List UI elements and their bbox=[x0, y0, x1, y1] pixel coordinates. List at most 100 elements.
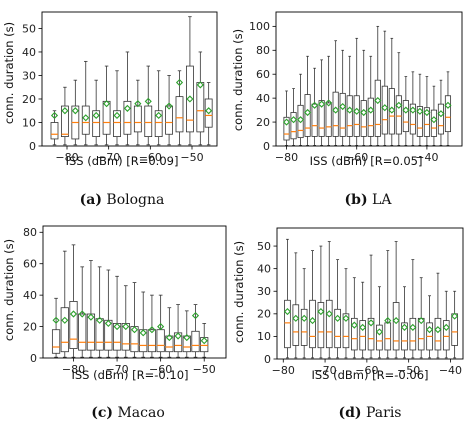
box-body bbox=[376, 324, 383, 351]
box-1 bbox=[283, 238, 292, 359]
box-12 bbox=[375, 286, 383, 359]
box-3 bbox=[69, 244, 78, 358]
mean-marker bbox=[416, 107, 424, 115]
box-body bbox=[297, 104, 304, 139]
box-body bbox=[165, 105, 173, 135]
x-tick-label: −80 bbox=[62, 363, 85, 376]
box-body bbox=[283, 116, 290, 141]
y-tick-label: 40 bbox=[22, 46, 36, 59]
box-body bbox=[367, 317, 375, 351]
mean-marker bbox=[186, 95, 194, 103]
mean-marker bbox=[442, 323, 450, 331]
box-body bbox=[401, 322, 408, 351]
box-4 bbox=[78, 266, 87, 358]
box-5 bbox=[317, 245, 325, 359]
y-tick-label: 20 bbox=[23, 320, 37, 333]
box-body bbox=[60, 307, 69, 353]
mean-marker bbox=[359, 323, 367, 331]
y-tick-label: 20 bbox=[22, 93, 36, 106]
y-tick-label: 20 bbox=[256, 116, 270, 129]
box-body bbox=[175, 96, 184, 133]
panel-bologna: 0 10 20 30 40 50 −80 −70 −60 −50 conn. duration (s… bbox=[2, 11, 218, 208]
box-5 bbox=[92, 79, 101, 146]
box-11 bbox=[154, 70, 163, 146]
box-body bbox=[292, 304, 300, 346]
box-body bbox=[384, 322, 392, 351]
box-12 bbox=[165, 75, 173, 146]
mean-marker bbox=[334, 314, 342, 322]
box-18 bbox=[402, 76, 410, 146]
mean-marker bbox=[296, 116, 305, 124]
mean-marker bbox=[92, 111, 100, 120]
box-body bbox=[284, 299, 291, 349]
x-tick-label: −40 bbox=[415, 151, 438, 164]
box-5 bbox=[311, 67, 319, 146]
x-axis-label: ISS (dBm) [R=0.05] bbox=[310, 154, 423, 168]
box-body bbox=[437, 103, 444, 135]
box-15 bbox=[196, 51, 205, 146]
box-6 bbox=[325, 241, 333, 359]
box-11 bbox=[139, 291, 148, 358]
box-body bbox=[51, 329, 61, 354]
y-tick-label: 0 bbox=[264, 353, 271, 366]
mean-marker bbox=[183, 333, 191, 342]
axes-frame bbox=[275, 11, 463, 147]
caption-text: Paris bbox=[362, 405, 402, 421]
y-tick-label: 20 bbox=[257, 308, 271, 321]
box-18 bbox=[425, 295, 434, 359]
box-10 bbox=[144, 65, 153, 146]
mean-marker bbox=[300, 314, 308, 322]
y-tick-label: 0 bbox=[30, 352, 37, 365]
box-body bbox=[346, 95, 353, 137]
box-12 bbox=[147, 294, 157, 358]
box-6 bbox=[102, 65, 111, 146]
caption-text: LA bbox=[368, 192, 393, 208]
box-14 bbox=[165, 307, 174, 358]
mean-marker bbox=[417, 317, 425, 325]
box-23 bbox=[437, 79, 445, 146]
mean-marker bbox=[342, 314, 350, 322]
y-tick-label: 0 bbox=[29, 140, 36, 153]
mean-marker bbox=[434, 326, 442, 334]
caption-tag: (a) bbox=[80, 192, 102, 208]
box-7 bbox=[104, 269, 113, 358]
mean-marker bbox=[191, 311, 200, 320]
mean-marker bbox=[346, 106, 354, 114]
caption-text: Bologna bbox=[102, 192, 164, 208]
box-body bbox=[442, 320, 450, 351]
mean-marker bbox=[144, 97, 152, 105]
panel-caption: (d) Paris bbox=[339, 405, 402, 421]
mean-marker bbox=[61, 316, 69, 324]
panel-la: 0 20 40 60 80 100 −80 −60 −40 conn. duration (s) I… bbox=[231, 11, 463, 208]
box-3 bbox=[300, 268, 308, 359]
mean-marker bbox=[409, 323, 417, 331]
mean-marker bbox=[165, 333, 173, 342]
mean-marker bbox=[104, 319, 112, 328]
box-6 bbox=[95, 266, 104, 358]
box-16 bbox=[409, 259, 417, 359]
x-tick-label: −70 bbox=[313, 364, 336, 377]
mean-marker bbox=[374, 96, 382, 105]
box-17 bbox=[395, 52, 403, 146]
y-axis-label: conn. duration (s) bbox=[2, 239, 16, 341]
mean-marker bbox=[96, 316, 104, 324]
y-tick-label: 40 bbox=[23, 289, 37, 302]
box-body bbox=[334, 308, 341, 349]
mean-marker bbox=[402, 106, 410, 114]
panel-paris: 0 10 20 30 40 50 −80 −70 −60 −50 −40 conn. duration… bbox=[232, 227, 464, 421]
box-21 bbox=[423, 76, 431, 146]
box-16 bbox=[182, 310, 191, 358]
box-body bbox=[360, 100, 367, 137]
y-tick-label: 40 bbox=[257, 262, 271, 275]
y-tick-label: 50 bbox=[257, 240, 271, 253]
mean-marker bbox=[289, 116, 298, 124]
box-body bbox=[416, 106, 423, 137]
caption-tag: (b) bbox=[345, 192, 368, 208]
y-tick-label: 30 bbox=[22, 69, 36, 82]
x-tick-label: −40 bbox=[439, 364, 462, 377]
box-4 bbox=[308, 250, 317, 359]
box-body bbox=[339, 92, 346, 137]
x-tick-label: −60 bbox=[139, 151, 162, 164]
box-body bbox=[95, 318, 104, 351]
mean-marker bbox=[103, 100, 111, 108]
